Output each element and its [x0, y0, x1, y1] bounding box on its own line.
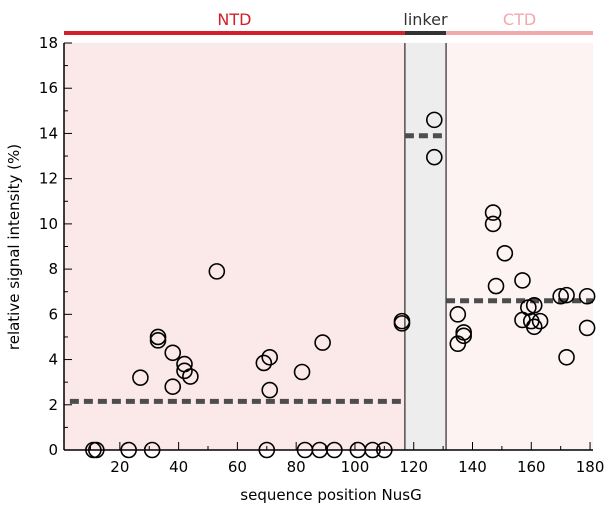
y-tick-label: 0: [48, 441, 58, 459]
data-point: [182, 368, 199, 385]
region-linker-fill: [404, 43, 447, 450]
x-tick-label: 20: [110, 458, 129, 476]
domain-bands: NTD linker CTD: [64, 10, 593, 35]
x-tick-label: 120: [399, 458, 428, 476]
data-point: [120, 441, 137, 459]
data-point: [487, 277, 505, 295]
data-point: [558, 286, 575, 304]
data-point: [314, 334, 331, 351]
data-point: [293, 363, 311, 381]
data-point: [255, 354, 273, 372]
x-tick-label: 80: [287, 458, 306, 476]
data-point: [525, 296, 543, 314]
domain-regions: [64, 43, 593, 450]
data-point: [578, 319, 596, 337]
data-point: [484, 215, 502, 233]
region-CTD-fill: [446, 43, 593, 450]
axes: 0 2 4 6 8 10 12 14 16 18 20 40 60 80 100 120 140 160 180: [39, 34, 604, 476]
data-point: [455, 327, 472, 345]
region-label-linker: linker: [403, 10, 448, 29]
data-point: [176, 362, 193, 380]
y-tick-label: 18: [39, 34, 58, 52]
x-tick-label: 100: [341, 458, 370, 476]
data-point: [364, 441, 381, 459]
y-tick-label: 10: [39, 215, 58, 233]
x-tick-label: 140: [458, 458, 487, 476]
data-point: [376, 441, 393, 459]
data-point: [531, 312, 549, 330]
x-tick-label: 60: [228, 458, 247, 476]
y-tick-label: 12: [39, 170, 58, 188]
data-point: [261, 381, 279, 399]
data-point: [261, 348, 279, 366]
data-point: [393, 315, 411, 332]
data-point: [484, 204, 502, 221]
average-lines: [69, 133, 593, 404]
data-point: [578, 287, 596, 305]
x-tick-label: 40: [169, 458, 188, 476]
data-point: [326, 441, 343, 459]
data-point: [514, 272, 531, 289]
data-point: [88, 441, 105, 459]
labels: sequence position NusG relative signal i…: [5, 144, 422, 504]
data-point: [425, 148, 443, 166]
x-tick-label: 180: [576, 458, 605, 476]
data-point: [164, 344, 182, 362]
region-label-CTD: CTD: [503, 10, 536, 29]
data-point: [132, 369, 149, 386]
y-tick-label: 6: [48, 305, 58, 323]
data-point: [558, 348, 575, 366]
data-point: [525, 318, 543, 336]
data-point: [208, 263, 226, 280]
data-point: [143, 441, 161, 459]
data-point: [258, 441, 276, 459]
y-tick-label: 2: [48, 396, 58, 414]
y-tick-label: 14: [39, 124, 58, 142]
data-point: [449, 306, 467, 323]
data-point: [425, 111, 443, 129]
region-NTD-fill: [64, 43, 405, 450]
data-points: [85, 111, 596, 459]
data-point: [164, 378, 182, 395]
data-point: [552, 287, 569, 305]
y-tick-label: 4: [48, 351, 58, 369]
y-axis-title: relative signal intensity (%): [5, 144, 23, 350]
region-label-NTD: NTD: [217, 10, 251, 29]
x-tick-label: 160: [517, 458, 546, 476]
y-tick-label: 8: [48, 260, 58, 278]
data-point: [149, 332, 167, 349]
x-axis-title: sequence position NusG: [240, 486, 421, 504]
y-tick-label: 16: [39, 79, 58, 97]
data-point: [496, 244, 514, 262]
